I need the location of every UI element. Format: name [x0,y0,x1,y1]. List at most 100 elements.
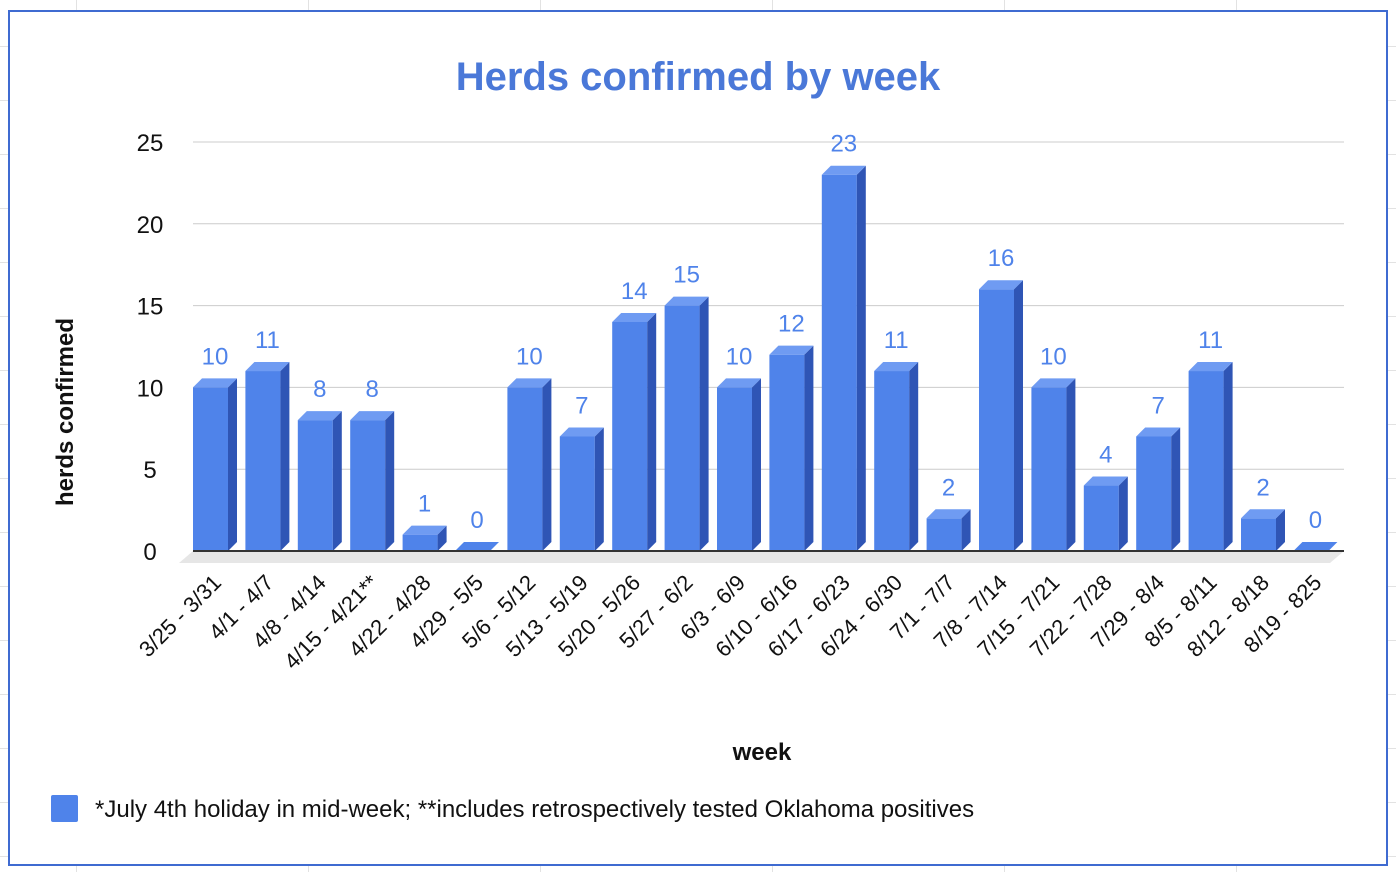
bar-side [1276,509,1285,551]
data-label: 10 [516,343,543,370]
data-label: 8 [366,376,379,403]
bar-side [961,509,971,551]
bar-side [332,411,342,551]
bar-side [1118,476,1128,551]
bar-side [1066,378,1076,551]
y-axis-ticks: 0 5 10 15 20 25 [137,130,164,566]
bar [1136,427,1181,551]
bar-front [402,534,438,551]
bar [1031,378,1076,551]
bar-side [228,378,237,551]
data-label: 14 [621,278,648,305]
bar-top [664,296,709,306]
y-tick-label: 10 [137,375,164,402]
chart-title: Herds confirmed by week [456,55,941,99]
legend-text: *July 4th holiday in mid-week; **include… [95,796,974,823]
data-label: 4 [1099,442,1112,469]
bar [926,509,971,551]
bar-top [1031,378,1076,388]
data-label: 12 [778,311,805,338]
bar-front [559,436,595,551]
bar-front [821,174,857,551]
bar-top [193,378,237,388]
bar-top [874,362,919,372]
y-tick-label: 5 [143,457,156,484]
bar [821,165,866,551]
bar-top [297,411,342,421]
data-label: 10 [1040,343,1067,370]
bar-top [717,378,761,388]
data-label: 11 [255,327,280,354]
bar [1188,362,1233,551]
bar-top [612,312,657,322]
bar-top [979,280,1023,290]
bar [874,362,919,551]
bar [245,362,290,551]
data-label: 1 [418,491,431,518]
bar-front [979,289,1014,551]
bar-top [1293,542,1338,551]
bar-front [926,518,962,551]
bar-side [542,378,552,551]
bar-front [1031,387,1067,551]
data-label: 10 [202,343,229,370]
data-label: 2 [942,474,955,501]
y-tick-label: 25 [137,130,164,157]
bar [612,312,657,551]
data-label: 0 [470,507,483,534]
bar-side [1171,427,1181,551]
x-axis-title: week [732,739,792,766]
bar [717,378,761,551]
data-label: 7 [1152,392,1165,419]
bar-side [1223,362,1233,551]
bar [507,378,552,551]
bar [1293,542,1338,551]
bar-front [1188,371,1224,551]
bar [350,411,395,551]
bar-top [402,525,447,535]
bar-side [385,411,395,551]
bar [455,542,499,551]
bar-top [926,509,971,519]
bar-side [856,165,866,551]
bar-front [507,387,543,551]
bar [559,427,604,551]
x-tick-label: 3/25 - 3/31 [134,570,226,662]
bar-front [193,387,228,551]
bar-front [717,387,752,551]
bar-top [245,362,290,372]
bar-front [1241,518,1276,551]
bar-front [769,354,805,551]
bar [769,345,814,551]
data-label: 11 [1198,327,1223,354]
bar-front [874,371,910,551]
bar [193,378,237,551]
bar-front [1083,485,1119,551]
bar [979,280,1023,551]
data-label: 16 [988,245,1015,272]
bar-side [752,378,761,551]
data-label: 0 [1309,507,1322,534]
bar-top [1136,427,1181,437]
bar-front [612,321,648,551]
bar-top [350,411,395,421]
bar-side [909,362,919,551]
floor-plane [179,551,1344,563]
chart-floor [179,551,1344,563]
x-axis-labels: 3/25 - 3/314/1 - 4/74/8 - 4/144/15 - 4/2… [134,570,1326,674]
bar-front [350,420,386,551]
bar-side [647,312,657,551]
data-label: 11 [884,327,909,354]
bar [1083,476,1128,551]
bar-top [559,427,604,437]
bar-front [245,371,281,551]
data-label: 8 [313,376,326,403]
bar-side [594,427,604,551]
bar [297,411,342,551]
bar-side [1014,280,1023,551]
data-label: 15 [673,262,700,289]
bar [664,296,709,551]
bar-front [664,305,700,551]
